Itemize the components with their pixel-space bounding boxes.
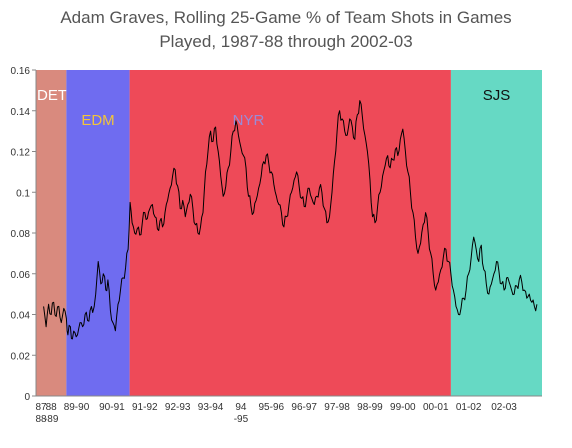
y-tick-label: 0.04 [11, 311, 31, 322]
y-tick-label: 0.16 [11, 66, 31, 77]
x-tick-label-second-line: 88 [35, 414, 47, 425]
x-tick-label: 00-01 [423, 402, 449, 413]
x-tick-label: 91-92 [132, 402, 158, 413]
x-tick-label: 94 [235, 402, 247, 413]
x-tick-label: 88 [46, 402, 58, 413]
y-tick-label: 0.12 [11, 148, 31, 159]
x-tick-label: 89-90 [64, 402, 90, 413]
x-tick-label: 02-03 [491, 402, 517, 413]
chart-title-line-1: Adam Graves, Rolling 25-Game % of Team S… [60, 8, 512, 27]
team-region-det [36, 70, 67, 396]
x-tick-label-second-line: -89 [44, 414, 59, 425]
x-tick-label: 96-97 [291, 402, 317, 413]
series-line [43, 100, 538, 340]
x-tick-label: 87 [35, 402, 47, 413]
y-tick-label: 0 [24, 392, 30, 403]
x-tick-label: 93-94 [198, 402, 224, 413]
x-tick-label: 92-93 [165, 402, 191, 413]
team-label-nyr: NYR [233, 112, 265, 129]
y-tick-label: 0.08 [11, 229, 31, 240]
y-tick-label: 0.06 [11, 270, 31, 281]
chart-title-line-2: Played, 1987-88 through 2002-03 [159, 32, 413, 51]
x-tick-label: 90-91 [99, 402, 125, 413]
team-region-sjs [450, 70, 542, 396]
team-region-edm [66, 70, 130, 396]
y-tick-label: 0.14 [11, 107, 31, 118]
x-tick-label: 99-00 [390, 402, 416, 413]
x-tick-label: 01-02 [456, 402, 482, 413]
x-tick-label-second-line: -95 [234, 414, 249, 425]
x-tick-label: 95-96 [259, 402, 285, 413]
team-label-sjs: SJS [483, 87, 511, 104]
y-tick-label: 0.02 [11, 351, 31, 362]
x-tick-label: 97-98 [324, 402, 350, 413]
y-tick-label: 0.1 [16, 188, 30, 199]
team-label-det: DET [37, 87, 67, 104]
team-region-nyr [129, 70, 451, 396]
team-label-edm: EDM [81, 112, 114, 129]
x-tick-label: 98-99 [357, 402, 383, 413]
